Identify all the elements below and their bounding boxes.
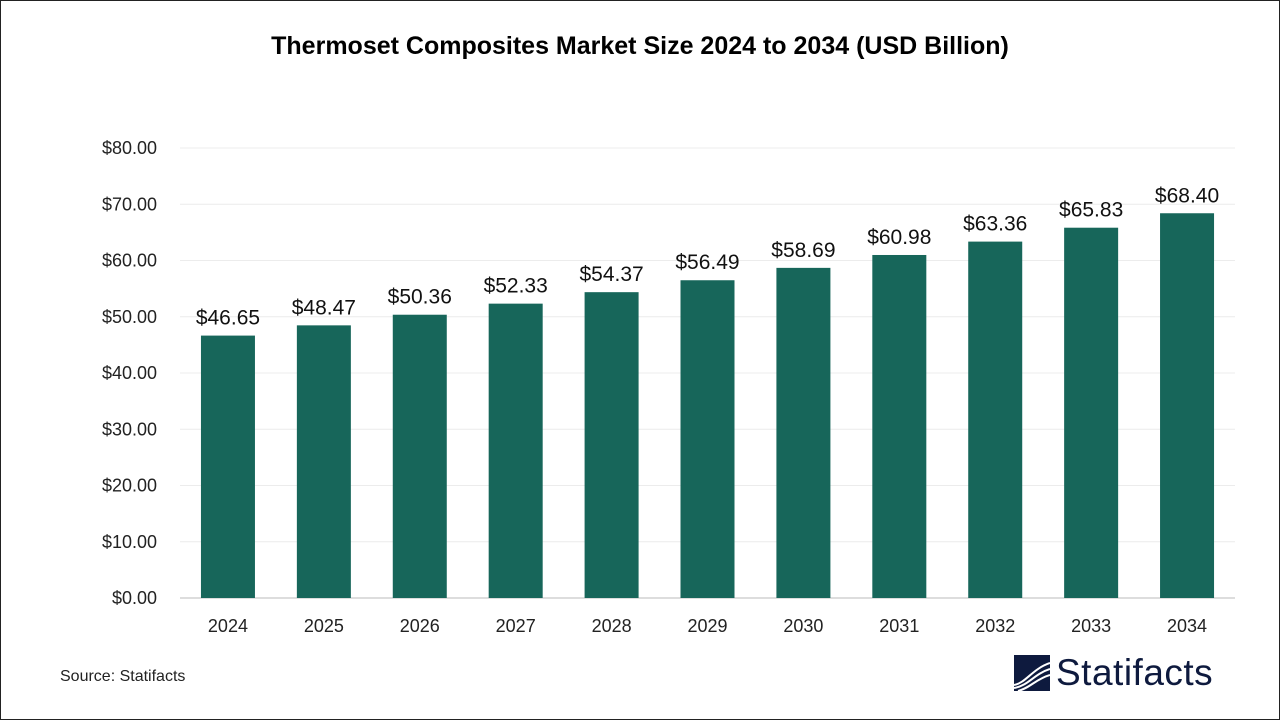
x-tick-label: 2026 bbox=[400, 616, 440, 636]
y-tick-label: $80.00 bbox=[102, 138, 157, 158]
y-tick-label: $0.00 bbox=[112, 588, 157, 608]
y-tick-label: $60.00 bbox=[102, 251, 157, 271]
bar-2032 bbox=[968, 241, 1023, 598]
x-tick-label: 2024 bbox=[208, 616, 248, 636]
bar-2029 bbox=[680, 280, 735, 598]
y-tick-label: $20.00 bbox=[102, 476, 157, 496]
bar-2034 bbox=[1160, 213, 1215, 598]
data-label: $54.37 bbox=[579, 263, 643, 286]
bar-2024 bbox=[200, 335, 255, 598]
bar-2025 bbox=[296, 325, 351, 598]
y-tick-label: $40.00 bbox=[102, 363, 157, 383]
logo-text: Statifacts bbox=[1056, 652, 1214, 693]
bar-2030 bbox=[776, 267, 831, 598]
chart-title: Thermoset Composites Market Size 2024 to… bbox=[271, 32, 1009, 60]
x-tick-label: 2034 bbox=[1167, 616, 1207, 636]
x-tick-label: 2025 bbox=[304, 616, 344, 636]
x-tick-label: 2031 bbox=[879, 616, 919, 636]
source-note: Source: Statifacts bbox=[60, 668, 186, 685]
y-tick-label: $70.00 bbox=[102, 194, 157, 214]
x-tick-label: 2028 bbox=[592, 616, 632, 636]
bar-2031 bbox=[872, 254, 927, 599]
y-tick-label: $10.00 bbox=[102, 532, 157, 552]
x-tick-label: 2032 bbox=[975, 616, 1015, 636]
statifacts-logo: Statifacts bbox=[1014, 652, 1213, 694]
data-label: $60.98 bbox=[867, 226, 931, 249]
data-label: $65.83 bbox=[1059, 199, 1123, 222]
data-label: $50.36 bbox=[388, 286, 452, 309]
x-tick-label: 2033 bbox=[1071, 616, 1111, 636]
data-label: $46.65 bbox=[196, 307, 260, 330]
data-label: $48.47 bbox=[292, 296, 356, 319]
bar-2028 bbox=[584, 292, 639, 598]
data-label: $52.33 bbox=[484, 275, 548, 298]
data-label: $63.36 bbox=[963, 213, 1027, 236]
bar-2026 bbox=[392, 314, 447, 598]
x-tick-label: 2027 bbox=[496, 616, 536, 636]
bar-2033 bbox=[1064, 227, 1119, 599]
data-label: $58.69 bbox=[771, 239, 835, 262]
y-tick-label: $30.00 bbox=[102, 419, 157, 439]
statifacts-logo-icon bbox=[1014, 655, 1050, 691]
x-tick-label: 2030 bbox=[783, 616, 823, 636]
data-label: $68.40 bbox=[1155, 184, 1219, 207]
y-tick-label: $50.00 bbox=[102, 307, 157, 327]
bar-2027 bbox=[488, 303, 543, 598]
x-tick-label: 2029 bbox=[687, 616, 727, 636]
data-label: $56.49 bbox=[675, 251, 739, 274]
